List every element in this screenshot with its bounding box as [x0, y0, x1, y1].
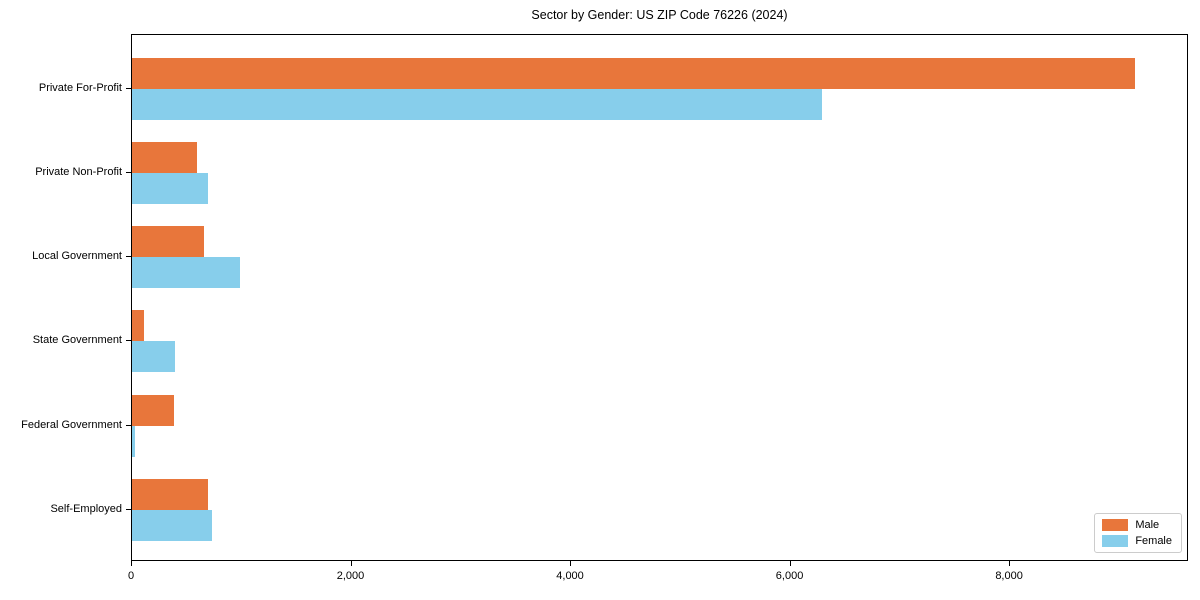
bar-female-private-non-profit — [132, 173, 208, 205]
x-tick-mark — [789, 561, 791, 566]
bar-female-private-for-profit — [132, 89, 823, 120]
legend-label-female: Female — [1135, 535, 1172, 547]
y-tick-label: Self-Employed — [50, 502, 122, 515]
bar-female-federal-government — [132, 425, 135, 457]
bar-male-federal-government — [132, 394, 175, 426]
x-tick-label: 0 — [127, 570, 135, 582]
bar-male-state-government — [132, 310, 145, 342]
y-tick-mark — [126, 88, 131, 89]
legend-label-male: Male — [1135, 519, 1160, 531]
bar-male-self-employed — [132, 478, 208, 510]
y-tick-mark — [126, 508, 131, 510]
bar-male-private-for-profit — [132, 58, 1136, 89]
y-tick-label: State Government — [32, 334, 122, 347]
y-tick-label: Private For-Profit — [38, 82, 122, 94]
plot-area: Male Female — [131, 34, 1188, 561]
legend-entry-male: Male — [1102, 519, 1172, 531]
legend-swatch-male — [1102, 519, 1129, 531]
chart-title: Sector by Gender: US ZIP Code 76226 (202… — [531, 8, 788, 22]
y-tick-label: Local Government — [32, 250, 122, 263]
x-tick-mark — [1009, 561, 1011, 566]
legend: Male Female — [1094, 513, 1182, 553]
x-tick-mark — [131, 561, 132, 566]
x-tick-mark — [570, 561, 572, 566]
bar-female-self-employed — [132, 509, 213, 541]
y-tick-label: Federal Government — [21, 418, 122, 431]
bar-male-local-government — [132, 226, 205, 258]
legend-entry-female: Female — [1102, 535, 1172, 547]
y-tick-mark — [126, 340, 131, 342]
x-tick-mark — [350, 561, 352, 566]
x-tick-label: 4,000 — [556, 570, 584, 582]
y-tick-mark — [126, 172, 131, 174]
bar-female-state-government — [132, 341, 176, 373]
x-tick-label: 2,000 — [336, 570, 365, 582]
y-tick-label: Private Non-Profit — [35, 166, 122, 179]
y-tick-mark — [126, 424, 131, 426]
x-tick-label: 6,000 — [775, 570, 804, 582]
x-tick-label: 8,000 — [995, 570, 1023, 582]
y-tick-mark — [126, 256, 131, 258]
legend-swatch-female — [1102, 535, 1129, 547]
bar-male-private-non-profit — [132, 142, 197, 174]
bar-female-local-government — [132, 257, 240, 289]
